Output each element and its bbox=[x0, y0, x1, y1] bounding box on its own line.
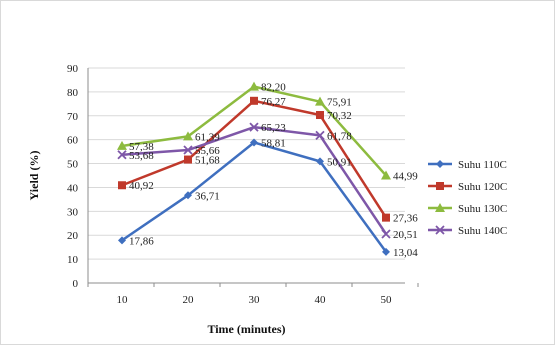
data-label: 65,23 bbox=[261, 122, 286, 134]
data-point bbox=[183, 145, 193, 155]
x-tick-label: 30 bbox=[249, 294, 261, 306]
data-label: 13,04 bbox=[393, 247, 418, 259]
gridlines bbox=[88, 67, 405, 260]
data-point bbox=[381, 229, 391, 239]
data-point bbox=[435, 203, 445, 212]
data-point bbox=[249, 122, 259, 132]
legend-entry: Suhu 120C bbox=[458, 181, 507, 193]
data-label: 27,36 bbox=[393, 213, 418, 225]
y-tick-label: 90 bbox=[67, 63, 79, 75]
data-point bbox=[118, 236, 126, 245]
y-tick-label: 50 bbox=[67, 159, 79, 171]
data-label: 76,27 bbox=[261, 96, 286, 108]
legend: Suhu 110C Suhu 120C Suhu 130C Suhu 140C bbox=[428, 159, 507, 237]
data-label: 61,39 bbox=[195, 131, 220, 143]
data-label: 50,91 bbox=[327, 156, 352, 168]
data-point bbox=[382, 247, 390, 256]
data-point bbox=[250, 96, 258, 105]
data-label: 53,68 bbox=[129, 150, 154, 162]
data-point bbox=[436, 182, 444, 190]
data-point bbox=[381, 170, 391, 180]
data-point bbox=[183, 131, 193, 141]
data-label: 36,71 bbox=[195, 190, 220, 202]
data-label: 70,32 bbox=[327, 110, 352, 122]
data-point bbox=[117, 150, 127, 160]
data-label: 44,99 bbox=[393, 171, 418, 183]
data-point bbox=[315, 130, 325, 141]
series-group bbox=[117, 81, 391, 256]
data-point bbox=[184, 191, 192, 200]
y-tick-label: 30 bbox=[67, 206, 79, 218]
legend-entry: Suhu 130C bbox=[458, 203, 507, 215]
data-labels: 17,86 36,71 58,81 50,91 13,04 40,92 51,68 76,27… bbox=[129, 82, 418, 259]
data-label: 20,51 bbox=[393, 229, 418, 241]
data-label: 55,66 bbox=[195, 145, 220, 157]
x-tick-label: 40 bbox=[315, 294, 327, 306]
data-label: 61,78 bbox=[327, 130, 352, 142]
data-point bbox=[117, 140, 127, 150]
x-tick-label: 50 bbox=[381, 294, 393, 306]
data-label: 58,81 bbox=[261, 138, 286, 150]
data-point bbox=[118, 181, 126, 190]
legend-entry: Suhu 110C bbox=[458, 159, 507, 171]
legend-entry: Suhu 140C bbox=[458, 225, 507, 237]
y-tick-label: 40 bbox=[67, 182, 79, 194]
data-label: 82,20 bbox=[261, 82, 286, 94]
x-tick-label: 10 bbox=[117, 294, 129, 306]
axes: 0 10 20 30 40 50 60 70 80 90 10 20 30 40 50 bbox=[67, 63, 419, 306]
data-label: 57,38 bbox=[129, 141, 154, 153]
data-point bbox=[316, 111, 324, 120]
data-point bbox=[315, 96, 325, 106]
data-point bbox=[436, 160, 444, 168]
x-tick-label: 20 bbox=[183, 294, 195, 306]
x-axis-title: Time (minutes) bbox=[207, 322, 285, 336]
data-point bbox=[249, 81, 259, 91]
y-tick-label: 0 bbox=[73, 278, 79, 290]
data-label: 51,68 bbox=[195, 155, 220, 167]
y-axis-title: Yield (%) bbox=[27, 151, 41, 201]
data-point bbox=[435, 225, 445, 235]
y-tick-label: 10 bbox=[67, 254, 79, 266]
y-tick-label: 80 bbox=[67, 87, 79, 99]
data-label: 40,92 bbox=[129, 180, 154, 192]
data-point bbox=[382, 213, 390, 222]
y-tick-label: 20 bbox=[67, 230, 79, 242]
data-point bbox=[316, 157, 324, 166]
data-point bbox=[184, 155, 192, 164]
data-label: 17,86 bbox=[129, 235, 154, 247]
y-tick-label: 70 bbox=[67, 111, 79, 123]
y-tick-label: 60 bbox=[67, 135, 79, 147]
data-label: 75,91 bbox=[327, 97, 352, 109]
data-point bbox=[250, 138, 258, 147]
